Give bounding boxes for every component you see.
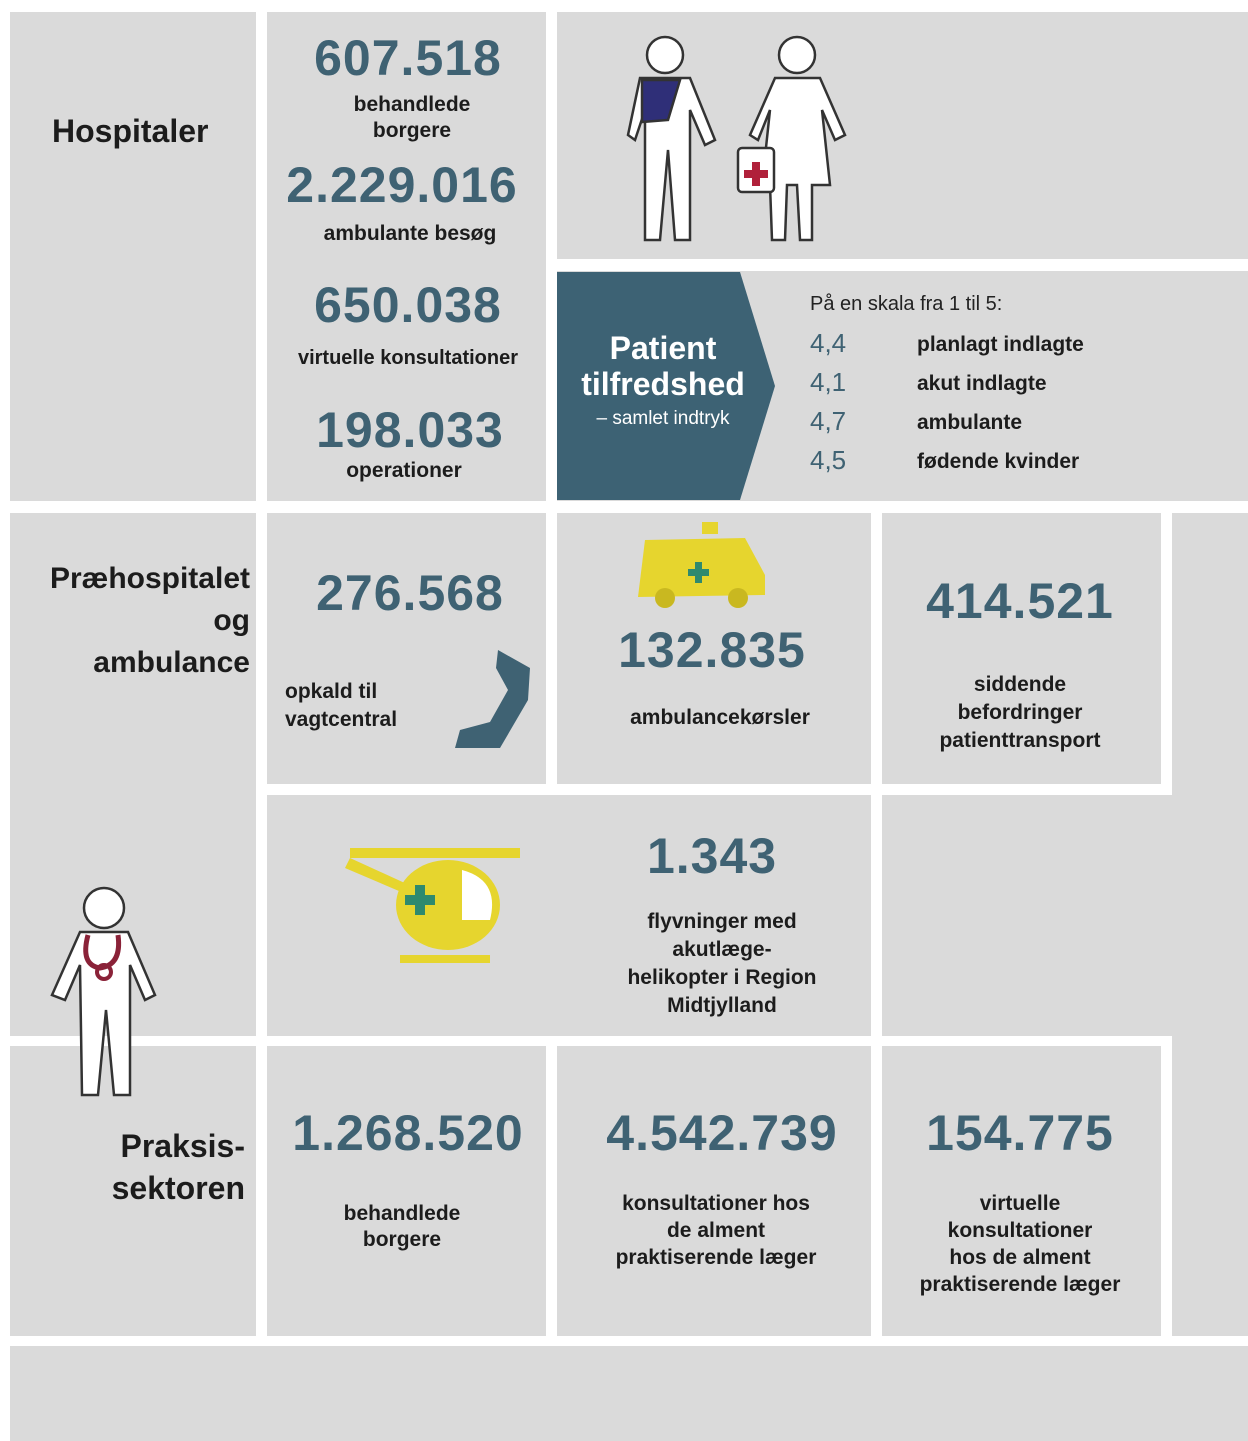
stat-number: 198.033 xyxy=(210,402,610,458)
stat-label: siddende befordringer patienttransport xyxy=(820,671,1220,755)
stat-number: 414.521 xyxy=(820,573,1220,629)
score-label: fødende kvinder xyxy=(917,450,1079,474)
score: 4,5 xyxy=(810,445,846,476)
stat-label: operationer xyxy=(204,458,604,484)
stat-label: virtuelle konsultationer hos de alment p… xyxy=(820,1190,1220,1298)
satisfaction-subtitle: – samlet indtryk xyxy=(557,408,769,430)
stat-label: ambulante besøg xyxy=(210,221,610,247)
stat-label: flyvninger med akutlæge- helikopter i Re… xyxy=(522,908,922,1020)
score-label: ambulante xyxy=(917,411,1022,435)
infographic: Hospitaler 607.518 behandlede borgere 2.… xyxy=(0,0,1248,1441)
stat-number: 1.343 xyxy=(512,828,912,884)
stat-number: 276.568 xyxy=(210,565,610,621)
stat-number: 650.038 xyxy=(208,277,608,333)
satisfaction-title: Patient tilfredshed xyxy=(557,330,769,402)
stat-number: 132.835 xyxy=(512,622,912,678)
stat-number: 607.518 xyxy=(208,30,608,86)
score-label: planlagt indlagte xyxy=(917,333,1084,357)
score: 4,1 xyxy=(810,367,846,398)
score: 4,7 xyxy=(810,406,846,437)
score: 4,4 xyxy=(810,328,846,359)
section-heading: Hospitaler xyxy=(52,110,208,152)
scale-note: På en skala fra 1 til 5: xyxy=(810,293,1002,316)
stat-number: 154.775 xyxy=(820,1105,1220,1161)
stat-label: behandlede borgere xyxy=(212,92,612,144)
stat-number: 2.229.016 xyxy=(202,157,602,213)
stat-label: virtuelle konsultationer xyxy=(208,345,608,371)
score-label: akut indlagte xyxy=(917,372,1047,396)
stat-label: opkald til vagtcentral xyxy=(285,678,485,734)
